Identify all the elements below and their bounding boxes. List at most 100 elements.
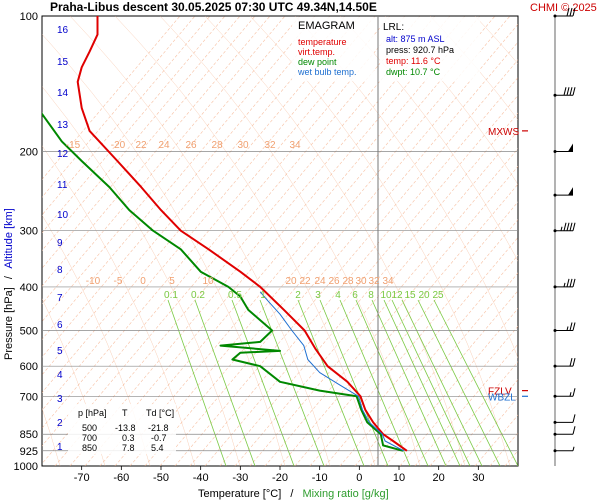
table-cell: 500: [82, 423, 97, 433]
lrl-title: LRL:: [383, 22, 404, 33]
mixing-ratio-label: 0.1: [164, 290, 178, 301]
isotherm-line: [42, 16, 241, 251]
pressure-tick-label: 400: [20, 282, 38, 294]
mixing-ratio-line: [167, 299, 227, 466]
x-axis-label: Temperature [°C] / Mixing ratio [g/kg]: [198, 488, 389, 500]
isotherm-labels: -15 -20 22 24 26 28 30 32 34-10 -5 0 5 10 20 22 24 26 28 3…: [66, 140, 394, 287]
legend-item-temperature: temperature: [298, 37, 347, 47]
wind-barb: [553, 414, 576, 424]
isotherm-line: [42, 16, 376, 411]
adiabat-line: [42, 145, 196, 466]
isotherm-line: [159, 41, 518, 466]
isotherm-lines: [42, 16, 600, 466]
wind-barb-pennant: [568, 143, 573, 152]
altitude-tick-label: 6: [57, 320, 63, 331]
pressure-tick-label: 700: [20, 391, 38, 403]
altitude-tick-label: 2: [57, 418, 63, 429]
isotherm-label: 10: [202, 276, 214, 287]
wind-barb-half-feather: [569, 392, 572, 397]
wind-barb-feather: [572, 414, 576, 423]
altitude-tick-label: 11: [57, 180, 68, 191]
altitude-tick-label: 9: [57, 238, 63, 249]
mixing-ratio-line: [417, 299, 501, 466]
temperature-tick-label: -60: [113, 472, 129, 484]
marker-wbzl: WBZL: [488, 392, 516, 403]
temperature-tick-label: -20: [272, 472, 288, 484]
wind-barb-feather: [566, 7, 570, 17]
isotherm-line: [520, 16, 600, 466]
lrl-pressure: press: 920.7 hPa: [386, 45, 454, 55]
plot-area: [41, 15, 519, 467]
altitude-tick-label: 16: [57, 25, 69, 36]
mixing-ratio-line: [355, 299, 429, 466]
isotherm-line: [580, 16, 600, 466]
mixing-ratio-line: [433, 299, 518, 466]
x-axis-temperature-label: Temperature [°C]: [198, 488, 281, 500]
pressure-tick-label: 1000: [14, 461, 38, 473]
isotherm-line: [144, 23, 518, 466]
isotherm-label: 26: [185, 140, 197, 151]
isotherm-line: [189, 77, 518, 466]
adiabat-line: [520, 16, 600, 466]
table-header-t: T: [122, 408, 128, 418]
table-cell: -0.7: [151, 433, 167, 443]
y-axis-altitude-label: Altitude [km]: [3, 208, 15, 269]
mixing-ratio-label: 0.2: [191, 290, 205, 301]
wind-barb-feather: [572, 322, 576, 331]
altitude-tick-label: 14: [57, 88, 69, 99]
isotherm-label: 30: [355, 276, 367, 287]
wind-barb-feather: [572, 426, 576, 435]
wind-barb: [553, 87, 576, 97]
isotherm-line: [42, 16, 181, 180]
isotherm-line: [42, 16, 361, 394]
table-cell: 850: [82, 443, 97, 453]
isotherm-line: [42, 16, 286, 305]
isotherm-label: 20: [285, 276, 297, 287]
wind-barb-feather: [572, 358, 576, 367]
pressure-tick-label: 500: [20, 326, 38, 338]
adiabat-line: [429, 16, 518, 121]
mixing-ratio-label: 12: [391, 290, 403, 301]
lrl-dewpoint: dwpt: 10.7 °C: [386, 67, 441, 77]
mixing-ratio-label: 8: [368, 290, 374, 301]
wind-barb-half-feather: [560, 226, 563, 231]
temperature-line: [76, 16, 408, 452]
isotherm-line: [42, 16, 391, 429]
isotherm-line: [42, 16, 316, 340]
altitude-tick-label: 3: [57, 394, 63, 405]
isotherm-label: 26: [328, 276, 340, 287]
isotherm-line: [595, 16, 600, 466]
adiabat-line: [565, 16, 600, 466]
table-header-td: Td [°C]: [146, 408, 174, 418]
isotherm-line: [129, 16, 511, 466]
wind-barb-feather: [566, 222, 570, 231]
isotherm-label: -5: [114, 276, 123, 287]
mixing-ratio-line: [401, 299, 483, 466]
mixing-ratio-line: [259, 299, 325, 466]
isotherm-line: [42, 16, 196, 198]
temperature-tick-label: 20: [433, 472, 445, 484]
altitude-tick-label: 10: [57, 210, 69, 221]
marker-fzlv: FZLV: [488, 387, 512, 398]
wind-barb-feather: [563, 87, 567, 96]
altitude-tick-label: 5: [57, 346, 63, 357]
wind-barb: [553, 278, 576, 289]
wind-barb: [553, 388, 576, 398]
isotherm-line: [565, 16, 600, 466]
wind-barb: [553, 143, 573, 153]
isotherm-label: 24: [158, 140, 170, 151]
altitude-tick-label: 7: [57, 293, 63, 304]
isotherm-label: 30: [237, 140, 249, 151]
wind-barb-feather: [569, 278, 573, 288]
isotherm-line: [42, 16, 301, 322]
legend-item-virt-temp: virt.temp.: [298, 47, 335, 57]
temperature-tick-label: 0: [356, 472, 362, 484]
isotherm-line: [84, 16, 466, 466]
wind-barb: [553, 446, 575, 453]
wind-barb-feather: [572, 388, 576, 397]
isotherm-line: [42, 16, 406, 447]
wind-barbs: [553, 7, 576, 453]
sounding-series: [42, 16, 408, 452]
